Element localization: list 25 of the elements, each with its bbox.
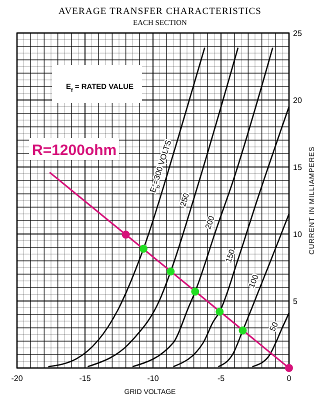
x-tick-label: 0 (286, 374, 292, 383)
text: 200 (204, 214, 217, 230)
point (238, 326, 247, 334)
text: 50 (268, 320, 280, 333)
point (191, 288, 200, 296)
point (139, 244, 148, 253)
point (285, 364, 293, 372)
y-tick-label: 25 (293, 29, 302, 38)
y-tick-label: 5 (293, 297, 298, 306)
x-tick-label: -15 (79, 374, 92, 383)
y-tick-label: 15 (293, 163, 302, 172)
x-tick-label: -10 (147, 374, 160, 383)
x-tick-label: -20 (11, 374, 24, 383)
label-box: R=1200ohm (29, 138, 119, 160)
text: 150 (224, 248, 237, 264)
y-tick-label: 20 (293, 96, 302, 105)
point (166, 268, 175, 276)
series-label: R=1200ohm (32, 142, 117, 159)
point (216, 308, 224, 316)
text: 250 (178, 192, 192, 208)
x-tick-label: -5 (217, 374, 226, 383)
chart-title: AVERAGE TRANSFER CHARACTERISTICS (58, 7, 262, 17)
y-tick-label: 10 (293, 230, 302, 239)
text: 100 (247, 272, 261, 290)
point (122, 230, 130, 239)
